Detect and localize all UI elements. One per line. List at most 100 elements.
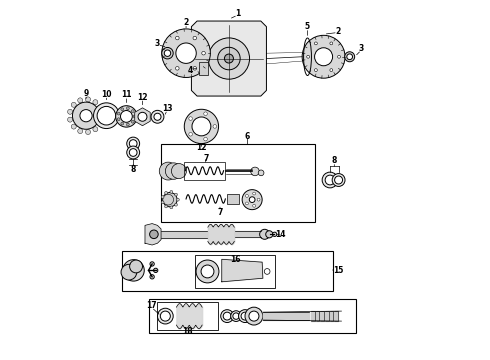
Bar <box>122 251 333 292</box>
Polygon shape <box>145 224 161 245</box>
Circle shape <box>117 118 120 121</box>
Text: 10: 10 <box>101 90 112 99</box>
Circle shape <box>253 192 256 195</box>
Circle shape <box>315 69 318 72</box>
Circle shape <box>196 260 219 283</box>
Circle shape <box>213 125 217 128</box>
Text: 15: 15 <box>333 266 343 275</box>
Circle shape <box>242 190 262 210</box>
Circle shape <box>165 192 168 194</box>
Circle shape <box>126 107 129 110</box>
Circle shape <box>149 230 158 239</box>
Circle shape <box>153 268 158 273</box>
Circle shape <box>164 50 171 57</box>
Circle shape <box>330 42 333 45</box>
Circle shape <box>154 113 161 120</box>
Circle shape <box>71 124 76 129</box>
Circle shape <box>245 202 248 205</box>
Polygon shape <box>222 259 263 282</box>
Circle shape <box>189 132 193 136</box>
Text: 3: 3 <box>155 39 160 48</box>
Circle shape <box>176 198 179 201</box>
Circle shape <box>121 264 137 280</box>
Circle shape <box>161 195 164 198</box>
Text: 18: 18 <box>183 327 193 336</box>
Circle shape <box>131 120 134 123</box>
Circle shape <box>73 102 99 129</box>
Circle shape <box>223 312 231 320</box>
Circle shape <box>68 109 73 114</box>
Circle shape <box>220 310 234 323</box>
Text: 8: 8 <box>130 165 136 174</box>
Circle shape <box>260 229 270 239</box>
Bar <box>195 255 275 288</box>
Circle shape <box>249 311 259 321</box>
Text: 11: 11 <box>121 90 132 99</box>
Circle shape <box>193 67 196 70</box>
Circle shape <box>241 312 249 320</box>
Text: 14: 14 <box>275 230 286 239</box>
Circle shape <box>129 140 137 148</box>
Polygon shape <box>135 108 150 126</box>
Circle shape <box>163 193 177 207</box>
Circle shape <box>126 123 129 126</box>
Circle shape <box>165 205 168 208</box>
Circle shape <box>86 97 91 102</box>
Circle shape <box>94 103 119 129</box>
Circle shape <box>174 203 177 206</box>
Circle shape <box>175 36 179 40</box>
Circle shape <box>117 112 120 115</box>
Circle shape <box>127 146 140 159</box>
Circle shape <box>127 137 140 150</box>
Circle shape <box>224 54 233 63</box>
Circle shape <box>251 167 259 176</box>
Circle shape <box>239 310 251 323</box>
Circle shape <box>344 52 355 62</box>
Circle shape <box>161 201 164 204</box>
Circle shape <box>151 111 164 123</box>
Circle shape <box>335 176 343 184</box>
Text: 7: 7 <box>217 208 222 217</box>
Text: 12: 12 <box>196 143 207 152</box>
Circle shape <box>204 112 207 116</box>
Circle shape <box>307 55 310 58</box>
Polygon shape <box>192 21 267 96</box>
Circle shape <box>245 194 248 197</box>
Bar <box>227 194 239 204</box>
Circle shape <box>322 172 338 188</box>
Circle shape <box>167 51 171 55</box>
Circle shape <box>218 47 240 70</box>
Circle shape <box>272 232 277 237</box>
Circle shape <box>330 69 333 72</box>
Circle shape <box>192 117 211 136</box>
Circle shape <box>165 163 182 179</box>
Circle shape <box>162 48 173 59</box>
Circle shape <box>163 194 173 205</box>
Circle shape <box>150 262 154 266</box>
Circle shape <box>257 198 260 201</box>
Circle shape <box>258 170 264 176</box>
Circle shape <box>116 106 137 127</box>
Circle shape <box>121 122 123 125</box>
Circle shape <box>121 108 123 111</box>
Circle shape <box>253 204 256 207</box>
Circle shape <box>189 117 193 120</box>
Circle shape <box>176 43 196 63</box>
Circle shape <box>68 117 73 122</box>
Circle shape <box>71 102 76 107</box>
Text: 8: 8 <box>332 156 337 165</box>
Circle shape <box>193 36 196 40</box>
Text: 12: 12 <box>137 93 147 102</box>
Text: 17: 17 <box>146 301 157 310</box>
Text: 6: 6 <box>244 132 249 141</box>
Circle shape <box>202 51 205 55</box>
Circle shape <box>78 129 83 134</box>
Circle shape <box>129 149 137 156</box>
Circle shape <box>245 307 263 325</box>
Circle shape <box>233 313 239 319</box>
Circle shape <box>231 311 242 321</box>
Text: 16: 16 <box>230 255 240 264</box>
Bar <box>184 162 225 180</box>
Circle shape <box>315 48 333 66</box>
Circle shape <box>86 130 91 135</box>
